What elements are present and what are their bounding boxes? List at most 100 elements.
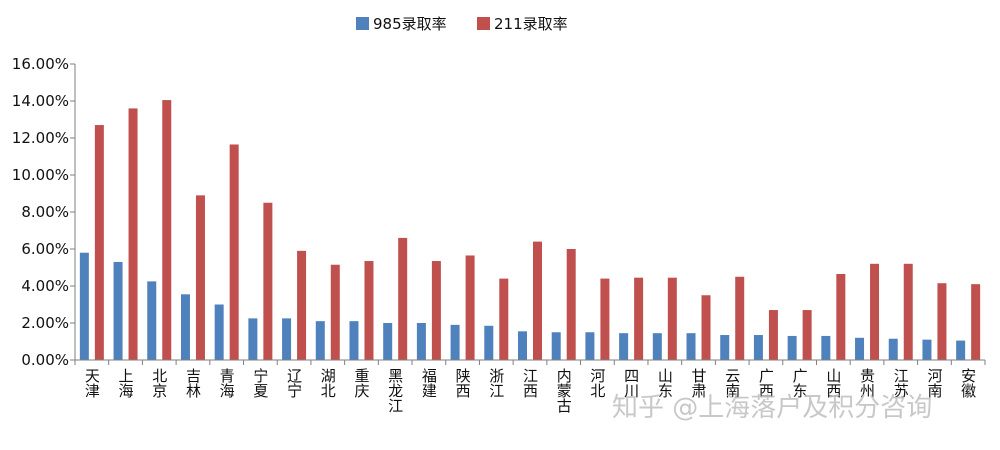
x-category-label: 湖北 (319, 368, 337, 398)
bar-985-9 (383, 323, 393, 360)
bar-211-24 (903, 263, 913, 360)
bar-211-10 (431, 261, 441, 360)
bar-985-14 (551, 332, 561, 360)
x-category-label: 天津 (83, 368, 101, 398)
x-category-label: 河南 (925, 368, 943, 398)
bar-985-18 (686, 333, 696, 360)
x-category-label: 内蒙古 (555, 368, 573, 413)
legend-swatch-985 (356, 17, 369, 30)
y-axis: 0.00% 2.00% 4.00% 6.00% 8.00% 10.00% 12.00% 14.… (12, 55, 76, 369)
bar-985-0 (79, 252, 89, 360)
bar-985-6 (282, 318, 292, 360)
bar-211-8 (364, 261, 374, 360)
bar-211-20 (768, 310, 778, 360)
bar-211-0 (94, 125, 104, 360)
bar-985-17 (652, 333, 662, 360)
x-category-label: 甘肃 (690, 368, 708, 398)
y-tick-label: 14.00% (12, 92, 69, 110)
bar-985-24 (888, 338, 898, 360)
x-category-label: 贵州 (858, 368, 876, 398)
legend-label-985: 985录取率 (373, 15, 447, 33)
legend-swatch-211 (477, 17, 490, 30)
bar-985-3 (180, 294, 190, 360)
bar-211-23 (870, 263, 880, 360)
bar-211-2 (162, 100, 172, 360)
x-axis: 天津 上海 北京 吉林 青海 宁夏 辽宁 湖北 重庆 黑龙江 福建 陕西 浙江 江西 内蒙古 河北 四川 山东 甘肃… (74, 359, 986, 413)
y-tick-label: 10.00% (12, 166, 69, 184)
bar-985-7 (315, 321, 325, 360)
x-category-label: 山西 (824, 368, 842, 398)
bar-211-25 (937, 283, 947, 360)
x-category-label: 山东 (656, 368, 674, 398)
x-category-label: 辽宁 (285, 368, 303, 398)
x-category-label: 安徽 (959, 368, 977, 398)
y-tick-label: 12.00% (12, 129, 69, 147)
x-category-label: 浙江 (487, 368, 505, 398)
legend: 985录取率 211录取率 (356, 15, 568, 33)
y-tick-label: 4.00% (21, 277, 69, 295)
x-category-label: 江西 (521, 368, 539, 398)
bar-985-21 (787, 335, 797, 360)
bar-211-14 (566, 249, 576, 360)
bars (79, 100, 981, 361)
bar-985-13 (518, 331, 527, 360)
x-category-label: 北京 (150, 368, 168, 399)
bar-985-8 (349, 321, 359, 360)
y-tick-label: 0.00% (21, 351, 69, 369)
x-category-label: 宁夏 (251, 368, 269, 398)
x-category-label: 上海 (117, 368, 135, 398)
bar-985-19 (720, 335, 730, 360)
bar-985-1 (113, 261, 123, 360)
bar-211-17 (667, 277, 677, 360)
bar-985-26 (956, 340, 966, 360)
bar-211-21 (802, 310, 812, 360)
x-category-label: 陕西 (454, 368, 472, 398)
bar-211-18 (701, 295, 711, 360)
bar-211-9 (398, 237, 408, 360)
bar-211-16 (634, 277, 644, 360)
legend-label-211: 211录取率 (494, 15, 568, 33)
bar-211-3 (195, 195, 205, 360)
x-category-label: 重庆 (352, 368, 370, 398)
bar-211-1 (128, 108, 138, 361)
x-category-label: 青海 (218, 368, 236, 398)
bar-211-11 (465, 255, 475, 360)
x-category-label: 广东 (791, 368, 809, 398)
bar-211-4 (229, 144, 239, 360)
y-tick-label: 16.00% (12, 55, 69, 73)
x-category-label: 云南 (723, 368, 741, 398)
bar-985-11 (450, 324, 460, 360)
x-category-label: 吉林 (184, 368, 202, 398)
bar-211-13 (533, 241, 542, 360)
bar-985-25 (922, 339, 932, 360)
x-category-label: 江苏 (892, 368, 910, 399)
x-category-label: 黑龙江 (386, 368, 404, 413)
bar-985-22 (821, 335, 831, 360)
x-category-label: 四川 (622, 368, 640, 398)
bar-211-12 (499, 278, 509, 360)
x-category-label: 福建 (420, 368, 438, 398)
bar-211-6 (297, 250, 307, 360)
bar-211-5 (263, 202, 273, 360)
y-tick-label: 6.00% (21, 240, 69, 258)
bar-985-5 (248, 318, 258, 360)
bar-985-16 (619, 333, 629, 360)
x-category-label: 广西 (757, 368, 775, 398)
bar-211-15 (600, 278, 610, 360)
y-tick-label: 2.00% (21, 314, 69, 332)
bar-985-2 (147, 281, 157, 360)
bar-985-4 (214, 304, 224, 360)
y-tick-label: 8.00% (21, 203, 69, 221)
bar-985-15 (585, 332, 595, 360)
bar-211-19 (735, 276, 745, 360)
watermark-text: 知乎 @上海落户及积分咨询 (612, 393, 932, 423)
bar-211-22 (836, 273, 846, 360)
bar-211-7 (330, 264, 340, 360)
bar-985-23 (855, 337, 865, 360)
bar-211-26 (971, 284, 981, 360)
bar-985-10 (416, 323, 426, 360)
x-category-label: 河北 (588, 368, 606, 398)
bar-985-12 (484, 325, 494, 360)
bar-985-20 (753, 335, 763, 360)
